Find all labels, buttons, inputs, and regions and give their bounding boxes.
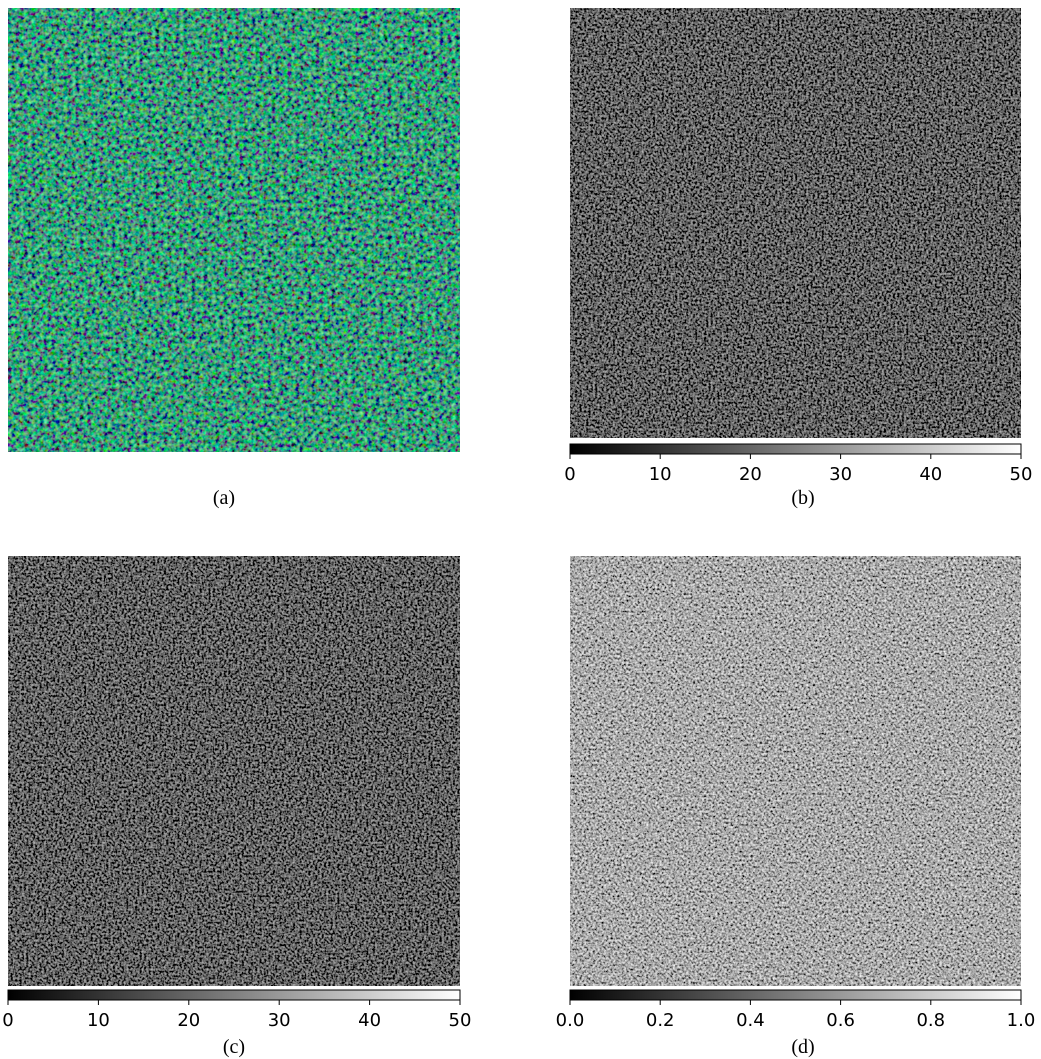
tick-label: 0.4 bbox=[736, 1010, 765, 1031]
tick-label: 1.0 bbox=[1007, 1010, 1036, 1031]
tick-label: 40 bbox=[919, 464, 942, 485]
tick-label: 0.0 bbox=[556, 1010, 585, 1031]
colorbar bbox=[8, 990, 460, 1000]
tick-label: 20 bbox=[177, 1010, 200, 1031]
image-a bbox=[8, 8, 460, 452]
image-d bbox=[570, 556, 1021, 986]
caption: (c) bbox=[223, 1036, 245, 1058]
colorbar bbox=[570, 990, 1021, 1000]
tick-label: 0 bbox=[2, 1010, 13, 1031]
tick-label: 0.6 bbox=[826, 1010, 855, 1031]
caption: (b) bbox=[791, 487, 814, 509]
figure: (a) (b) (c) (d) 0 10 20 30 40 50 0 10 20 30 40 50 0.… bbox=[0, 0, 1041, 1059]
tick-label: 30 bbox=[829, 464, 852, 485]
tick-label: 40 bbox=[358, 1010, 381, 1031]
tick-label: 10 bbox=[649, 464, 672, 485]
tick-label: 0 bbox=[564, 464, 575, 485]
tick-label: 50 bbox=[1010, 464, 1033, 485]
caption: (a) bbox=[213, 487, 235, 509]
tick-label: 30 bbox=[268, 1010, 291, 1031]
caption: (d) bbox=[791, 1036, 814, 1058]
tick-label: 0.2 bbox=[646, 1010, 675, 1031]
colorbar bbox=[570, 444, 1021, 454]
tick-label: 20 bbox=[739, 464, 762, 485]
tick-label: 50 bbox=[449, 1010, 472, 1031]
image-c bbox=[8, 556, 460, 986]
tick-label: 10 bbox=[87, 1010, 110, 1031]
image-b bbox=[570, 8, 1021, 438]
tick-label: 0.8 bbox=[916, 1010, 945, 1031]
